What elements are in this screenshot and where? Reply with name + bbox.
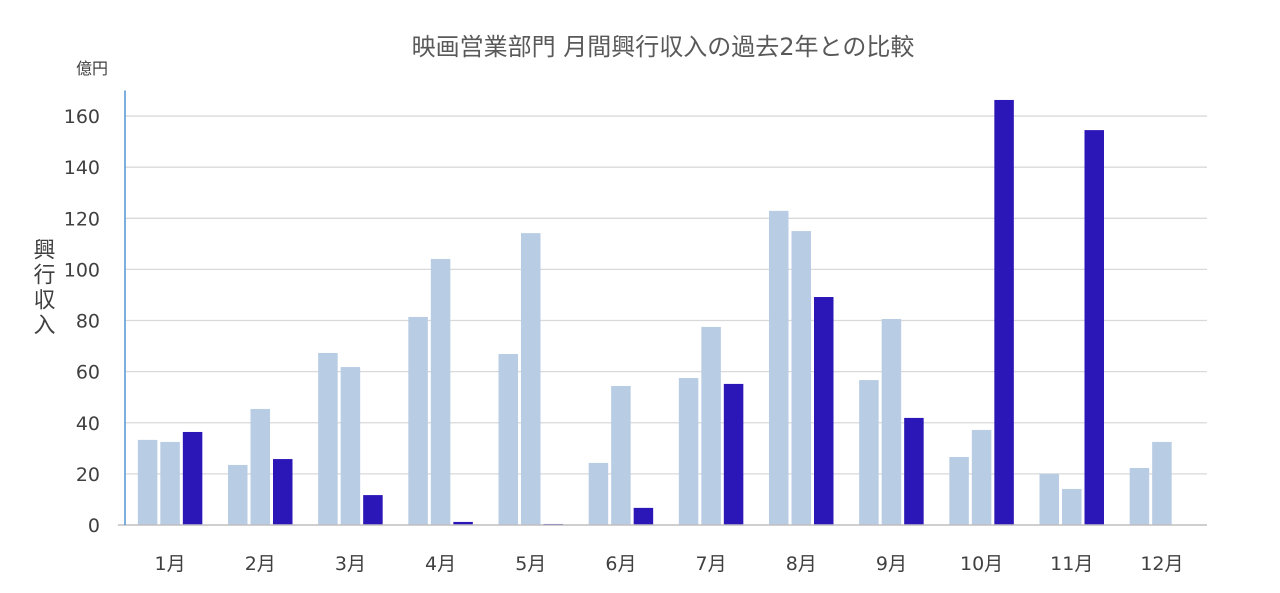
bar-series-3-7月 <box>723 383 744 525</box>
bar-series-3-3月 <box>363 495 383 525</box>
bar-series-2-9月 <box>881 318 902 525</box>
y-tick-label: 160 <box>64 106 100 128</box>
x-tick-label: 3月 <box>335 553 366 575</box>
axes <box>118 90 1207 526</box>
bar-series-1-1月 <box>137 439 158 525</box>
x-tick-labels: 1月 2月 3月 4月 5月 6月 7月 8月 9月 10月 11月 12月 <box>155 553 1184 575</box>
bar-series-2-11月 <box>1062 488 1082 525</box>
bar-series-3-10月 <box>994 99 1014 526</box>
x-tick-label: 4月 <box>425 553 456 575</box>
y-tick-labels: 0 20 40 60 80 100 120 140 160 <box>64 106 100 537</box>
bar-series-2-5月 <box>521 233 541 526</box>
bar-series-1-7月 <box>678 378 699 525</box>
bar-series-1-6月 <box>588 462 609 525</box>
bar-series-3-8月 <box>814 297 834 525</box>
bar-series-2-2月 <box>250 408 270 525</box>
y-tick-label: 40 <box>76 413 100 435</box>
x-tick-label: 9月 <box>876 553 907 575</box>
y-tick-label: 120 <box>64 208 100 230</box>
bar-series-1-5月 <box>498 354 518 525</box>
x-tick-label: 6月 <box>605 553 636 575</box>
bar-series-1-12月 <box>1129 468 1150 525</box>
gridlines <box>125 115 1207 475</box>
x-tick-label: 5月 <box>515 553 546 575</box>
y-tick-label: 60 <box>76 362 100 384</box>
bar-series-2-7月 <box>701 326 721 525</box>
x-tick-label: 10月 <box>960 553 1003 575</box>
bar-series-3-2月 <box>273 459 293 525</box>
bar-series-3-1月 <box>182 431 203 525</box>
bar-series-1-9月 <box>859 380 879 525</box>
bar-series-1-3月 <box>318 352 338 525</box>
x-tick-label: 8月 <box>786 553 817 575</box>
x-tick-label: 11月 <box>1050 553 1093 575</box>
y-axis-label: 興行収入 <box>30 238 56 338</box>
bar-series-2-3月 <box>340 367 361 525</box>
bar-series-1-2月 <box>228 464 248 525</box>
x-tick-label: 1月 <box>155 553 186 575</box>
bar-series-1-4月 <box>408 316 428 525</box>
bar-series-3-4月 <box>453 521 473 525</box>
bar-series-1-10月 <box>949 457 969 525</box>
bar-series-2-6月 <box>611 385 631 525</box>
bar-series-3-9月 <box>904 417 924 525</box>
x-tick-label: 7月 <box>696 553 727 575</box>
y-tick-label: 20 <box>76 464 100 486</box>
bars <box>137 99 1172 526</box>
x-tick-label: 12月 <box>1140 553 1183 575</box>
y-tick-label: 0 <box>88 515 100 537</box>
y-tick-label: 140 <box>64 157 100 179</box>
bar-series-2-10月 <box>971 429 992 525</box>
bar-series-2-8月 <box>791 231 811 525</box>
bar-series-3-6月 <box>633 507 654 525</box>
bar-series-2-1月 <box>160 441 180 525</box>
bar-series-2-12月 <box>1152 441 1172 525</box>
bar-series-2-4月 <box>430 258 451 525</box>
y-tick-label: 80 <box>76 311 100 333</box>
chart-title: 映画営業部門 月間興行収入の過去2年との比較 <box>412 33 915 61</box>
y-tick-label: 100 <box>64 259 100 281</box>
y-unit-label: 億円 <box>76 59 108 78</box>
bar-series-1-8月 <box>769 210 789 525</box>
x-tick-label: 2月 <box>245 553 276 575</box>
bar-series-1-11月 <box>1039 473 1059 525</box>
bar-series-3-11月 <box>1084 130 1104 525</box>
